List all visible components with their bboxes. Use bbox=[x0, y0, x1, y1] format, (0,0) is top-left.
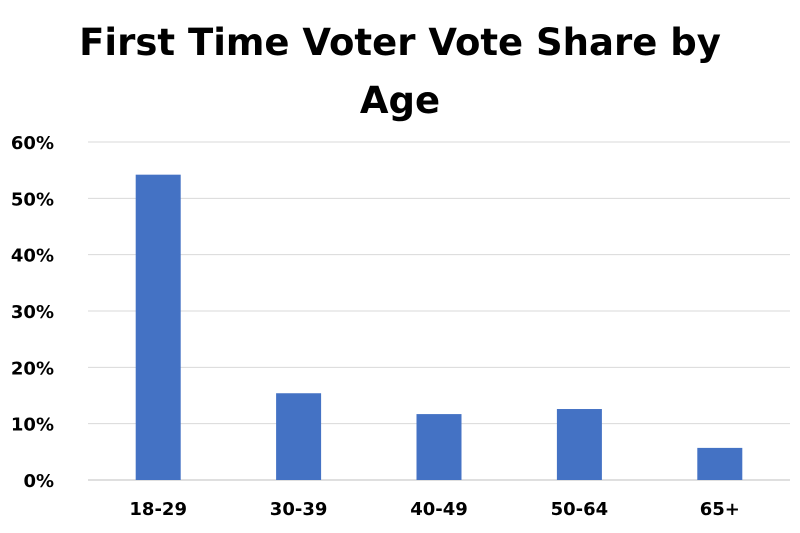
x-tick-label: 18-29 bbox=[129, 499, 187, 520]
bar-18-29 bbox=[135, 174, 181, 480]
chart-title-line-2: Age bbox=[359, 79, 441, 122]
x-tick-label: 50-64 bbox=[551, 499, 609, 520]
y-tick-label: 50% bbox=[11, 189, 54, 210]
y-tick-label: 40% bbox=[11, 246, 54, 267]
x-tick-label: 30-39 bbox=[270, 499, 328, 520]
y-tick-label: 60% bbox=[11, 133, 54, 154]
y-tick-label: 30% bbox=[11, 302, 54, 323]
y-tick-label: 0% bbox=[23, 471, 54, 492]
y-axis: 0% 10% 20% 30% 40% 50% 60% bbox=[11, 133, 54, 492]
gridlines bbox=[88, 141, 790, 481]
chart-title-line-1: First Time Voter Vote Share by bbox=[79, 21, 721, 64]
x-axis: 18-29 30-39 40-49 50-64 65+ bbox=[129, 499, 739, 520]
bar-50-64 bbox=[556, 409, 602, 480]
chart-title: First Time Voter Vote Share by Age bbox=[0, 14, 800, 130]
bar-65+ bbox=[697, 447, 743, 480]
x-tick-label: 40-49 bbox=[410, 499, 468, 520]
bar-30-39 bbox=[276, 393, 322, 480]
bar-40-49 bbox=[416, 414, 462, 480]
x-tick-label: 65+ bbox=[700, 499, 740, 520]
y-tick-label: 20% bbox=[11, 358, 54, 379]
y-tick-label: 10% bbox=[11, 415, 54, 436]
bars bbox=[135, 174, 743, 480]
